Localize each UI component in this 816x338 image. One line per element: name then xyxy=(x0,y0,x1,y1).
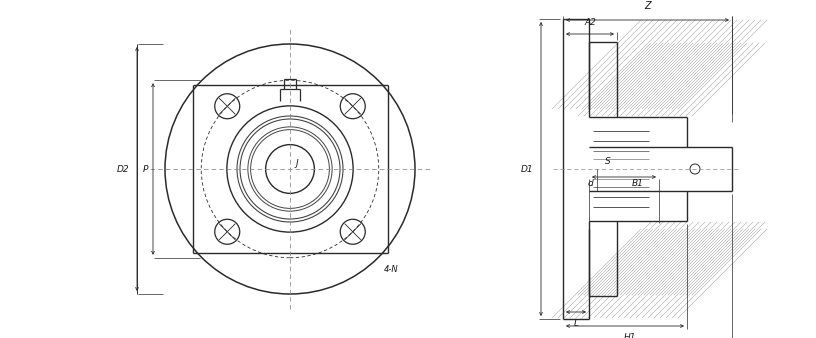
Text: Z: Z xyxy=(644,1,651,11)
Text: S: S xyxy=(605,156,610,166)
Text: D1: D1 xyxy=(521,165,533,173)
Text: D2: D2 xyxy=(117,165,129,173)
Text: d: d xyxy=(588,179,593,189)
Text: A2: A2 xyxy=(584,18,596,27)
Text: J: J xyxy=(295,159,298,168)
Text: 4-N: 4-N xyxy=(384,265,398,273)
Text: B1: B1 xyxy=(632,179,644,189)
Text: L: L xyxy=(574,319,579,328)
Text: H1: H1 xyxy=(623,333,636,338)
Text: P: P xyxy=(143,165,148,173)
